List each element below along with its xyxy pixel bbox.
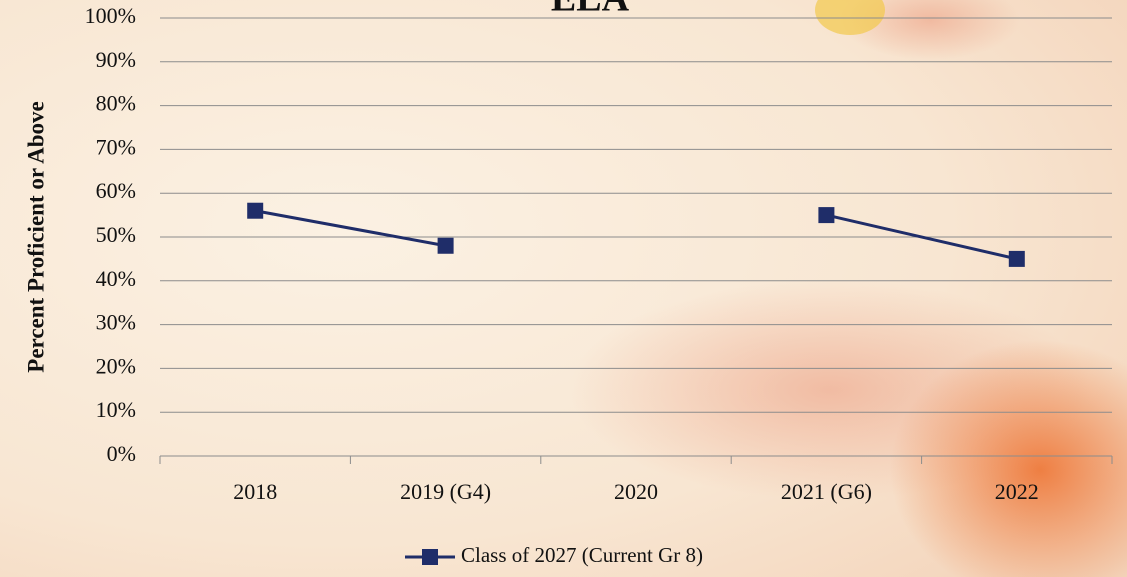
x-tick-label: 2021 (G6) (781, 479, 872, 504)
y-tick-label: 20% (96, 353, 136, 378)
y-tick-label: 0% (107, 441, 136, 466)
y-tick-label: 90% (96, 47, 136, 72)
legend-marker (422, 549, 438, 565)
legend-label: Class of 2027 (Current Gr 8) (461, 543, 703, 567)
x-tick-label: 2022 (995, 479, 1039, 504)
chart: ELA Percent Proficient or Above 0% 10% 20%… (0, 0, 1127, 577)
chart-title: ELA (551, 0, 630, 20)
y-tick-label: 30% (96, 310, 136, 335)
x-tick-label: 2020 (614, 479, 658, 504)
point-marker (438, 238, 454, 254)
x-tick-label: 2019 (G4) (400, 479, 491, 504)
y-tick-label: 40% (96, 266, 136, 291)
y-tick-label: 70% (96, 134, 136, 159)
x-tick-label: 2018 (233, 479, 277, 504)
y-tick-label: 50% (96, 222, 136, 247)
y-tick-label: 80% (96, 91, 136, 116)
point-marker (818, 207, 834, 223)
y-axis-title: Percent Proficient or Above (23, 101, 48, 372)
point-marker (1009, 251, 1025, 267)
y-tick-label: 100% (85, 3, 136, 28)
point-marker (247, 203, 263, 219)
y-tick-label: 60% (96, 178, 136, 203)
y-tick-label: 10% (96, 397, 136, 422)
